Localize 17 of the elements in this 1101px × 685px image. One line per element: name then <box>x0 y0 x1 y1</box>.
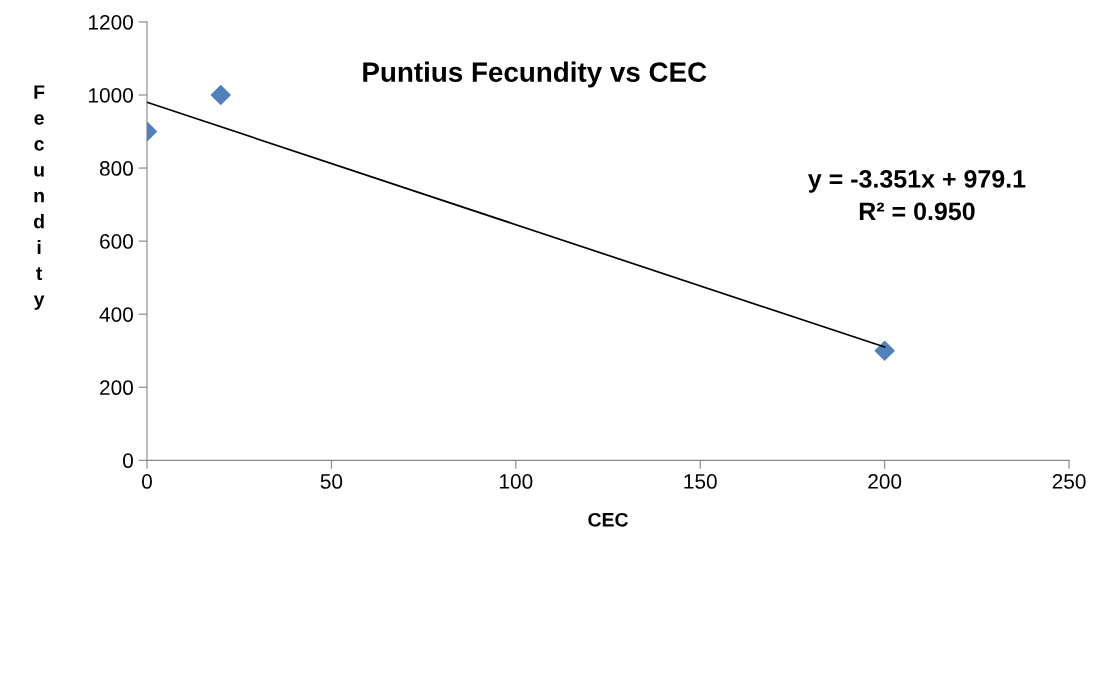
x-tick-label: 250 <box>1052 474 1086 489</box>
text: Fecundity <box>33 85 45 310</box>
text: Puntius Fecundity vs CEC <box>363 61 707 88</box>
x-tick-label: 0 <box>142 474 152 489</box>
x-tick-label: 50 <box>320 474 343 489</box>
y-tick-label: 200 <box>100 380 133 396</box>
y-tick-label: 800 <box>99 161 133 176</box>
y-tick-label: 400 <box>99 307 133 322</box>
y-tick-label: 1000 <box>89 87 133 103</box>
x-tick-label: 150 <box>684 474 717 489</box>
y-tick-label: 600 <box>100 234 133 249</box>
x-tick-label: 200 <box>868 474 902 489</box>
y-tick-label: 0 <box>123 453 133 469</box>
x-axis-title: CEC <box>588 512 629 527</box>
y-tick-label: 1200 <box>89 14 133 30</box>
x-tick-label: 100 <box>500 474 533 489</box>
annotation: y = -3.351x + 979.1 R² = 0.950 <box>808 170 1026 221</box>
